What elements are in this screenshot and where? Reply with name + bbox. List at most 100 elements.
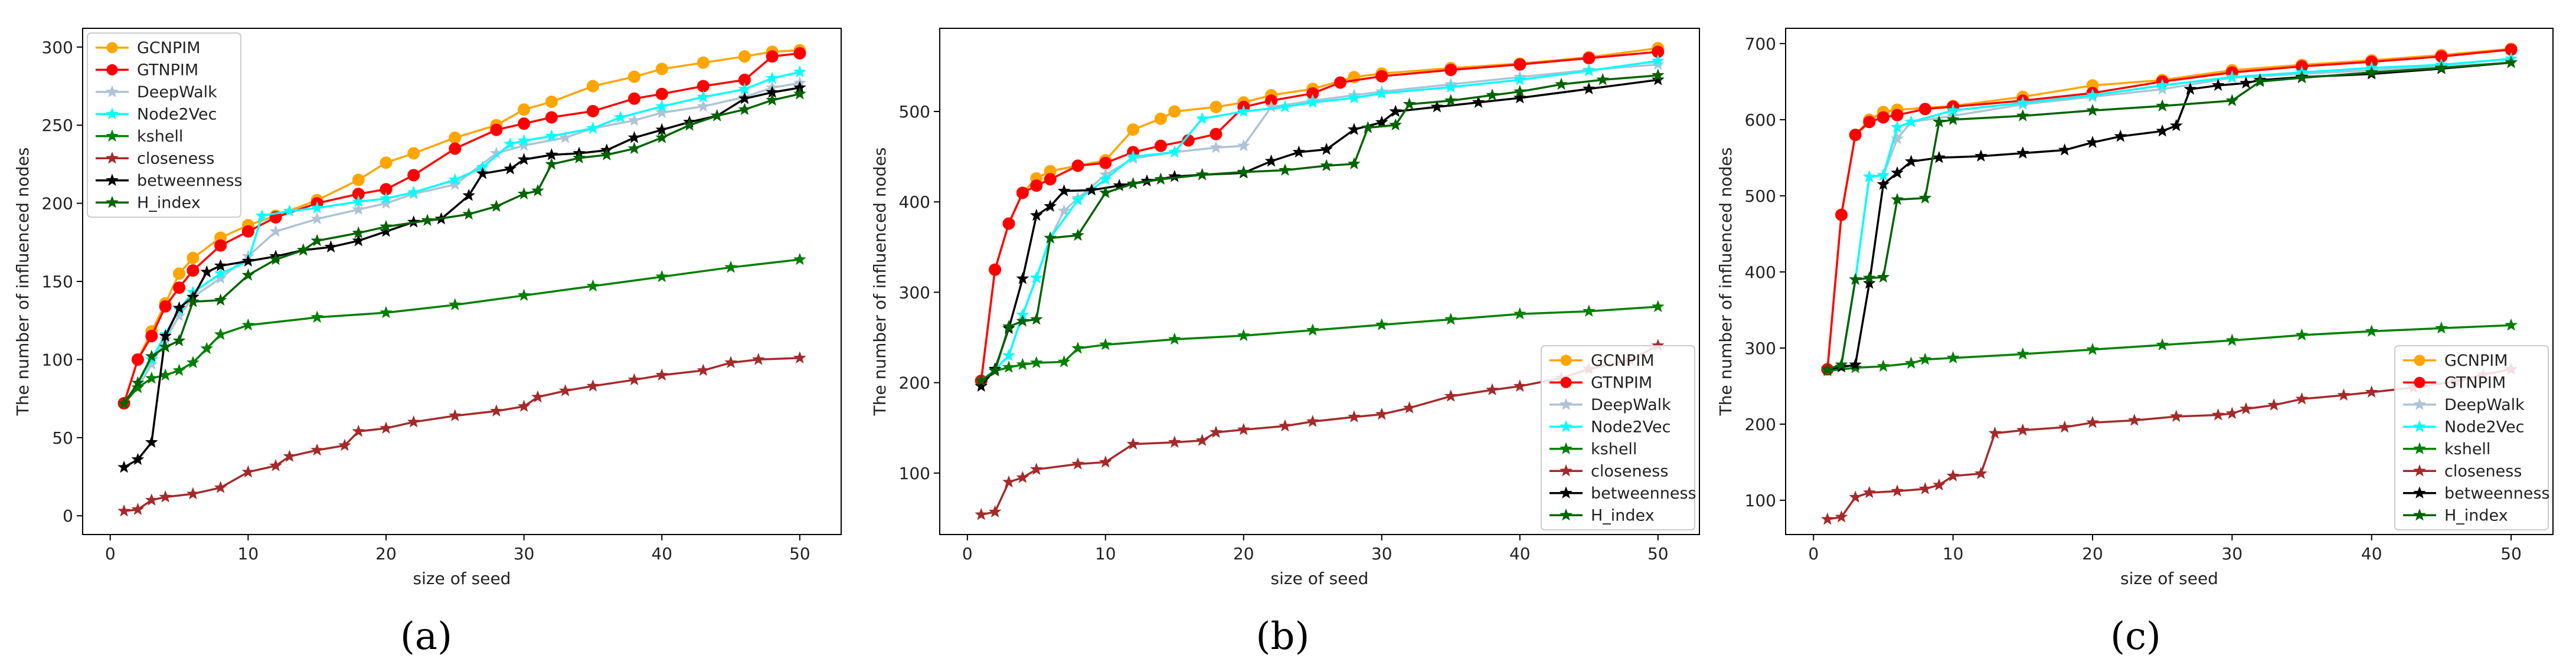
data-point-closeness (531, 390, 544, 403)
data-point-gcnpim (1154, 112, 1167, 125)
data-point-node2vec (1862, 170, 1876, 182)
data-point-h-index (683, 118, 696, 131)
data-point-h-index (2365, 65, 2378, 78)
data-point-node2vec (1099, 172, 1112, 185)
chart-a: 0 10 20 30 40 50 0 50 100 150 200 250 300 size of see… (13, 28, 842, 588)
legend-marker-h-index (2413, 508, 2426, 521)
data-point-kshell (1168, 332, 1181, 345)
data-point-closeness (1403, 401, 1416, 414)
data-point-kshell (1444, 312, 1457, 325)
x-axis-label: size of seed (413, 569, 511, 588)
data-point-node2vec (1375, 86, 1388, 99)
legend-label-deepwalk: DeepWalk (1591, 396, 1671, 414)
data-point-closeness (586, 379, 600, 392)
data-point-betweenness (241, 254, 255, 267)
legend-label-gtnpim: GTNPIM (1591, 373, 1652, 392)
data-point-h-index (490, 199, 503, 212)
data-point-kshell (145, 371, 158, 384)
data-point-gcnpim (586, 80, 599, 93)
data-point-betweenness (1320, 142, 1333, 155)
data-point-betweenness (1029, 208, 1043, 221)
data-point-closeness (2267, 398, 2281, 411)
data-point-gtnpim (1099, 156, 1112, 169)
series-group (117, 44, 806, 517)
data-point-node2vec (2086, 88, 2099, 101)
x-axis-label: size of seed (1271, 569, 1369, 588)
data-point-h-index (1877, 270, 1890, 283)
data-point-betweenness (2211, 78, 2225, 91)
data-point-h-index (738, 103, 751, 115)
x-tick-label: 30 (1371, 544, 1392, 563)
data-point-h-index (380, 219, 393, 232)
legend-label-betweenness: betweenness (1591, 484, 1696, 503)
data-point-h-index (187, 294, 200, 307)
data-point-gtnpim (159, 300, 172, 313)
data-point-betweenness (131, 453, 145, 466)
y-tick-label: 100 (42, 350, 73, 369)
y-tick-label: 500 (1745, 186, 1776, 206)
data-point-deepwalk (1651, 57, 1665, 70)
data-point-h-index (1403, 97, 1416, 110)
data-point-gtnpim (518, 117, 531, 130)
data-point-h-index (975, 374, 988, 386)
data-point-closeness (1071, 457, 1084, 470)
legend-marker-kshell (1560, 442, 1573, 454)
data-point-h-index (1348, 157, 1361, 170)
data-point-betweenness (2183, 82, 2197, 95)
data-point-betweenness (1862, 276, 1876, 289)
legend: GCNPIM GTNPIM DeepWalk Node2Vec kshell closen… (1541, 345, 1696, 530)
series-line-closeness (1827, 368, 2512, 520)
data-point-node2vec (283, 204, 296, 217)
legend-label-gcnpim: GCNPIM (2444, 352, 2508, 370)
series-line-kshell (1827, 324, 2512, 372)
data-point-betweenness (1933, 150, 1946, 163)
data-point-h-index (310, 234, 324, 247)
data-point-h-index (1099, 186, 1112, 199)
data-point-betweenness (214, 259, 227, 271)
data-point-closeness (490, 404, 503, 417)
data-point-gcnpim (738, 50, 751, 63)
legend-marker-deepwalk (1560, 398, 1573, 410)
data-point-betweenness (1085, 183, 1099, 196)
data-point-h-index (1044, 231, 1057, 244)
data-point-betweenness (324, 240, 338, 253)
data-point-h-index (1651, 68, 1665, 81)
data-point-gcnpim (655, 63, 668, 76)
data-point-betweenness (172, 301, 186, 314)
data-point-h-index (2156, 99, 2169, 112)
data-point-kshell (1016, 358, 1029, 371)
data-point-closeness (1849, 490, 1862, 503)
legend: GCNPIM GTNPIM DeepWalk Node2Vec kshell closen… (2394, 345, 2550, 530)
x-tick-label: 20 (2082, 544, 2103, 563)
data-point-h-index (269, 253, 282, 265)
x-tick-label: 50 (2500, 544, 2522, 563)
data-point-closeness (338, 438, 351, 451)
data-point-gtnpim (793, 47, 806, 60)
data-point-gcnpim (1209, 100, 1222, 113)
legend-label-h-index: H_index (1591, 506, 1655, 525)
data-point-closeness (2169, 409, 2183, 422)
data-point-closeness (1126, 437, 1140, 450)
data-point-deepwalk (1237, 139, 1250, 152)
data-point-closeness (380, 421, 393, 434)
data-point-h-index (1029, 312, 1043, 325)
caption-c: (c) (2110, 615, 2161, 658)
y-tick-label: 0 (63, 506, 73, 526)
data-point-closeness (1029, 463, 1043, 475)
data-point-closeness (1002, 475, 1015, 488)
data-point-kshell (724, 260, 737, 273)
x-tick-label: 50 (1647, 544, 1669, 563)
data-point-gtnpim (1849, 129, 1862, 142)
data-point-closeness (214, 481, 227, 493)
legend-marker-gtnpim (1560, 376, 1572, 388)
data-point-gcnpim (352, 173, 365, 186)
data-point-h-index (421, 214, 434, 226)
data-point-closeness (1195, 434, 1209, 446)
legend-marker-gcnpim (1560, 355, 1572, 366)
legend-marker-betweenness (2413, 486, 2426, 499)
data-point-gcnpim (380, 156, 393, 169)
data-point-betweenness (1430, 100, 1444, 113)
data-point-deepwalk (269, 224, 282, 237)
data-point-betweenness (1264, 154, 1278, 167)
data-point-h-index (2225, 94, 2239, 106)
